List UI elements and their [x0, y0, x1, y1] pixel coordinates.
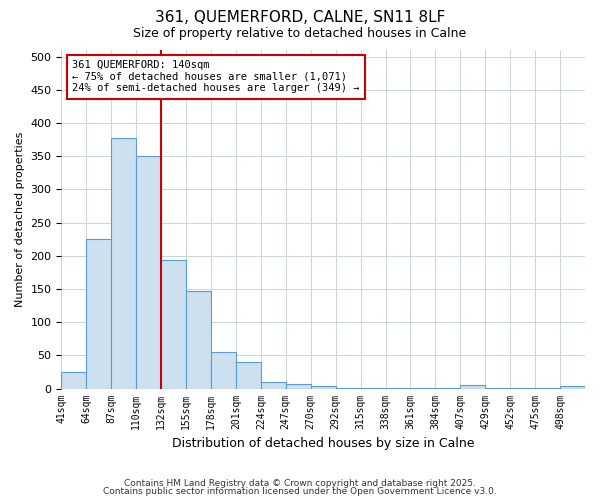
Bar	[211, 352, 236, 389]
Y-axis label: Number of detached properties: Number of detached properties	[15, 132, 25, 307]
Text: Contains public sector information licensed under the Open Government Licence v3: Contains public sector information licen…	[103, 487, 497, 496]
Bar	[111, 138, 136, 388]
Text: 361, QUEMERFORD, CALNE, SN11 8LF: 361, QUEMERFORD, CALNE, SN11 8LF	[155, 10, 445, 25]
Bar	[286, 384, 311, 388]
Text: Contains HM Land Registry data © Crown copyright and database right 2025.: Contains HM Land Registry data © Crown c…	[124, 478, 476, 488]
X-axis label: Distribution of detached houses by size in Calne: Distribution of detached houses by size …	[172, 437, 475, 450]
Text: 361 QUEMERFORD: 140sqm
← 75% of detached houses are smaller (1,071)
24% of semi-: 361 QUEMERFORD: 140sqm ← 75% of detached…	[72, 60, 359, 94]
Bar	[86, 239, 111, 388]
Bar	[460, 385, 485, 388]
Bar	[236, 362, 261, 388]
Text: Size of property relative to detached houses in Calne: Size of property relative to detached ho…	[133, 28, 467, 40]
Bar	[186, 291, 211, 388]
Bar	[61, 372, 86, 388]
Bar	[311, 386, 335, 388]
Bar	[261, 382, 286, 388]
Bar	[161, 260, 186, 388]
Bar	[136, 156, 161, 388]
Bar	[560, 386, 585, 388]
